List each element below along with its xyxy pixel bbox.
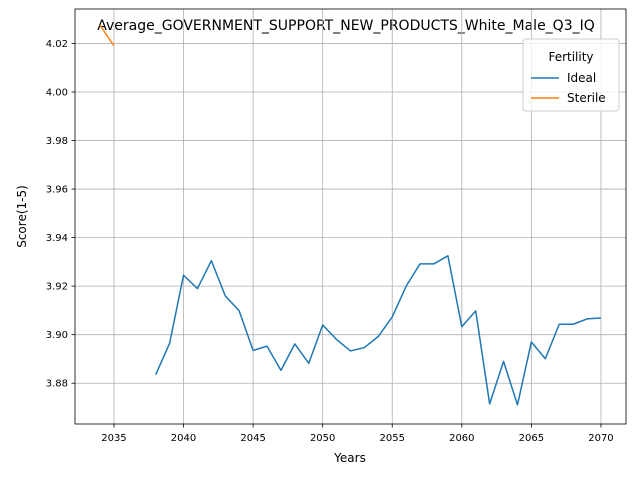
legend-box [522, 38, 620, 112]
series-lines [99, 24, 602, 406]
y-axis-label: Score(1-5) [15, 185, 29, 248]
x-axis-label: Years [333, 451, 366, 465]
y-tick-label: 3.88 [46, 379, 68, 390]
y-tick-label: 4.02 [46, 39, 68, 50]
x-axis-ticks: 2035 2040 2045 2050 2055 2060 2065 2070 [101, 424, 614, 444]
y-tick-label: 4.00 [46, 88, 68, 99]
legend-label-sterile: Sterile [567, 91, 606, 105]
legend: Fertility Ideal Sterile [522, 38, 620, 112]
y-tick-label: 3.90 [46, 330, 68, 341]
plot-frame [74, 8, 627, 425]
y-tick-label: 3.96 [46, 185, 68, 196]
x-tick-label: 2060 [449, 433, 474, 444]
x-tick-label: 2065 [519, 433, 544, 444]
x-tick-label: 2040 [171, 433, 196, 444]
x-tick-label: 2055 [380, 433, 405, 444]
x-tick-label: 2045 [240, 433, 265, 444]
series-line-ideal [155, 255, 602, 406]
legend-label-ideal: Ideal [567, 71, 596, 85]
y-axis-ticks: 3.88 3.90 3.92 3.94 3.96 3.98 4.00 4.02 [46, 39, 75, 390]
series-line-sterile [99, 24, 115, 47]
x-tick-label: 2050 [310, 433, 335, 444]
y-tick-label: 3.94 [46, 233, 68, 244]
y-tick-label: 3.98 [46, 136, 68, 147]
x-tick-label: 2035 [101, 433, 126, 444]
chart-title: Average_GOVERNMENT_SUPPORT_NEW_PRODUCTS_… [97, 18, 595, 34]
legend-title: Fertility [548, 50, 593, 64]
x-tick-label: 2070 [588, 433, 613, 444]
y-tick-label: 3.92 [46, 282, 68, 293]
